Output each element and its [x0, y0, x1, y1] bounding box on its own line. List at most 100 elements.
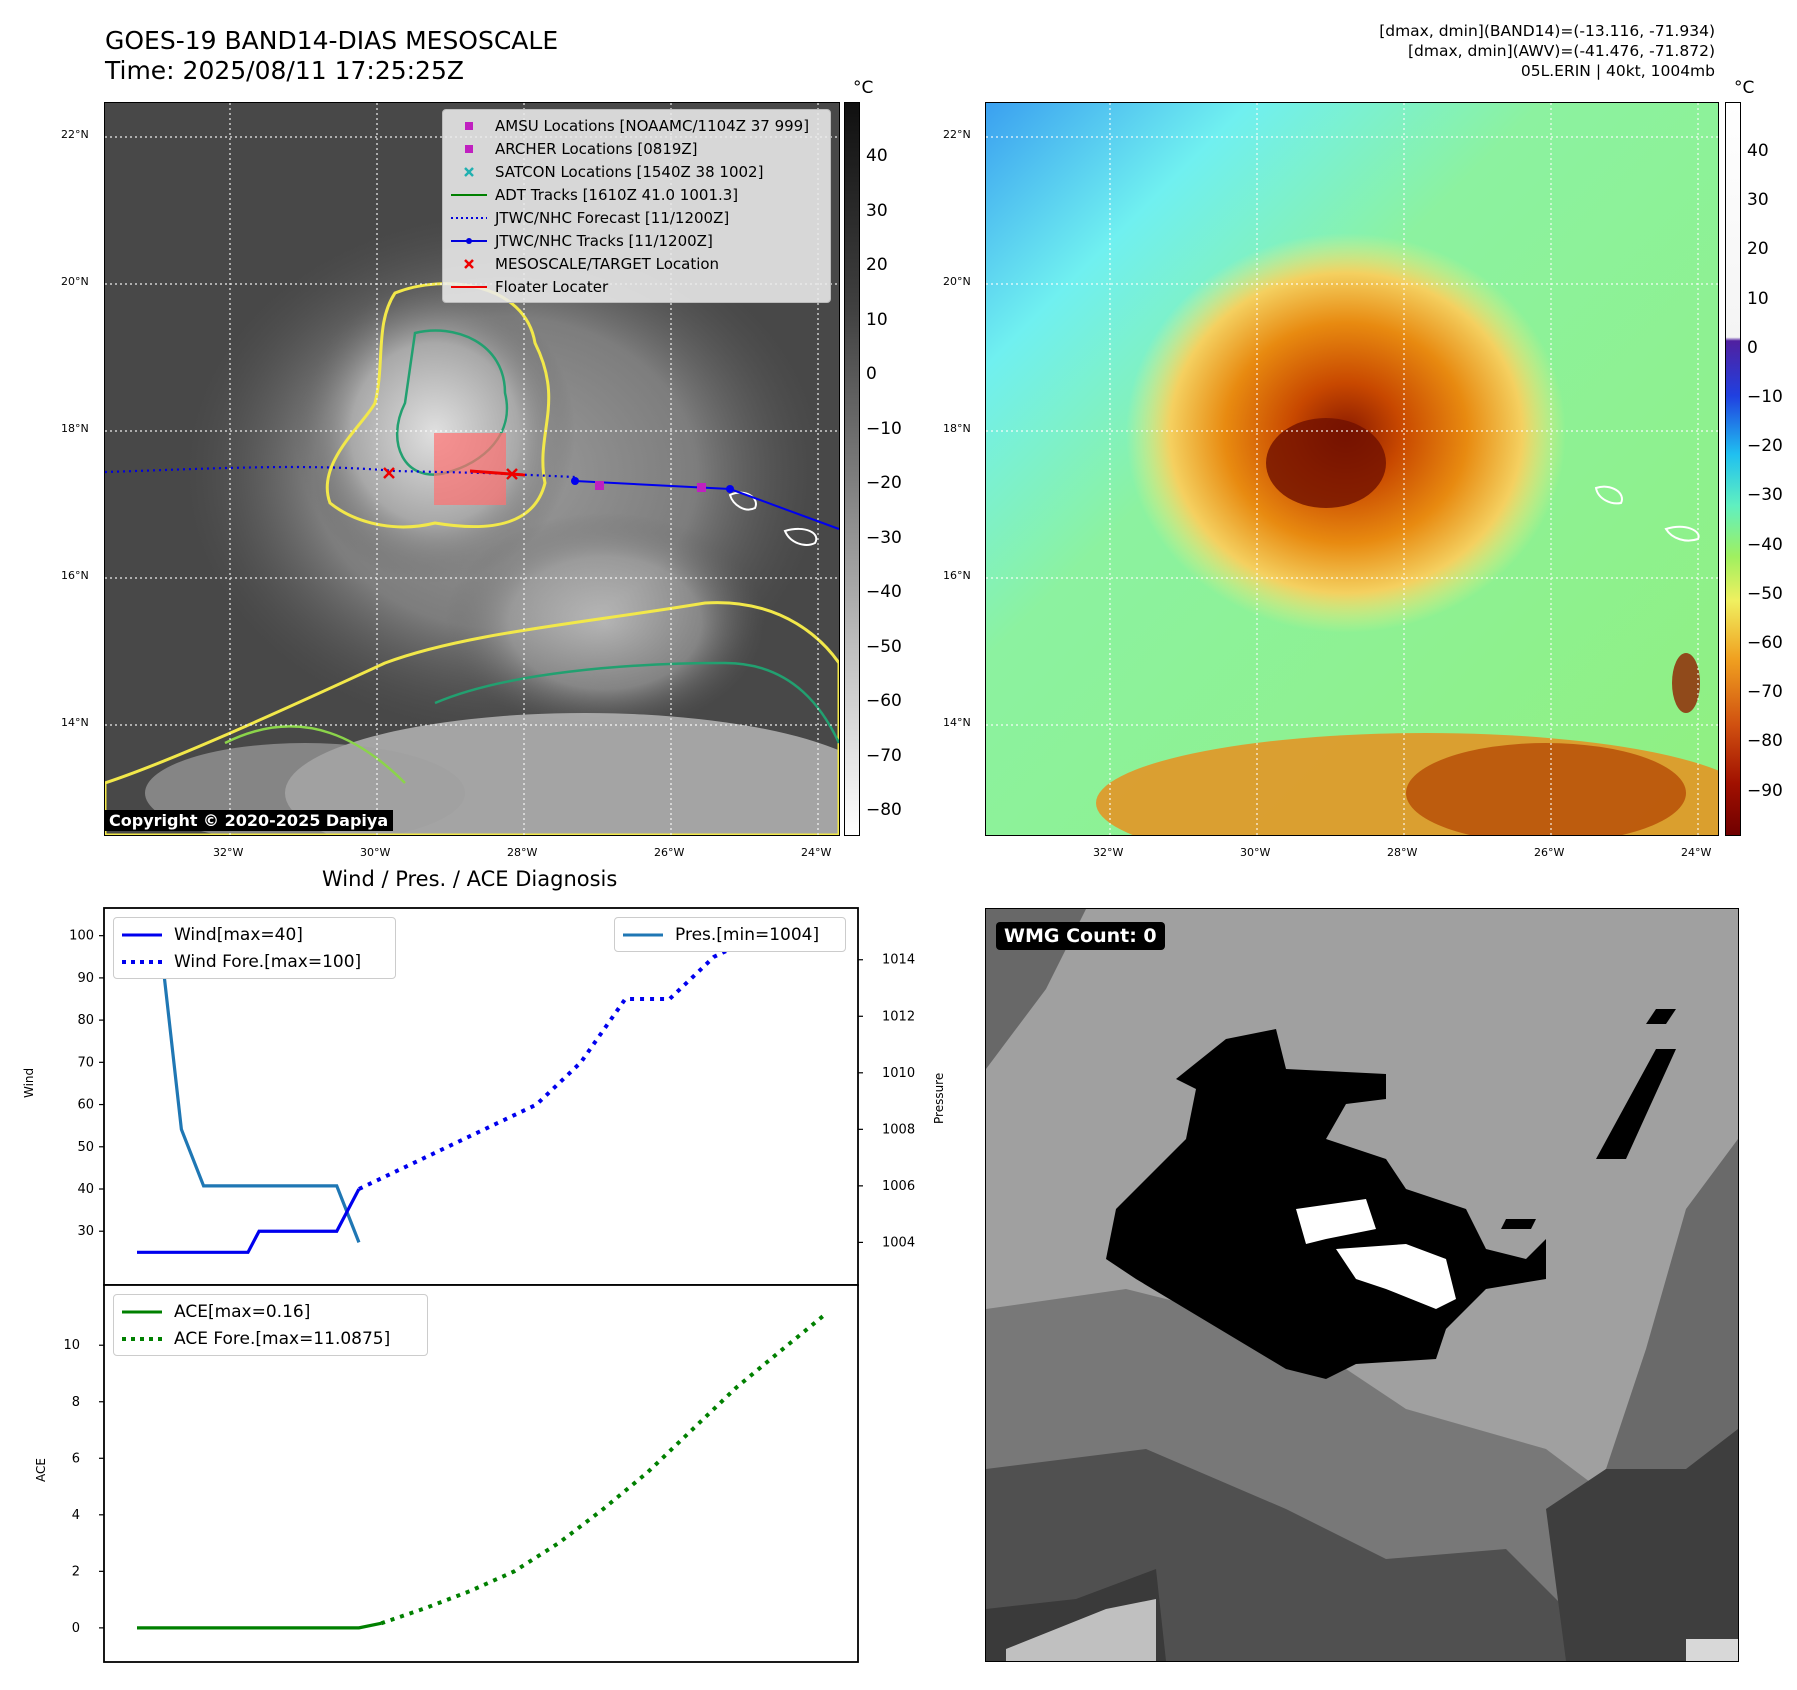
wv-colorbar-tick: 0: [1747, 337, 1758, 358]
legend-label: ARCHER Locations [0819Z]: [495, 139, 698, 158]
map-axis-tick-label: 32°W: [213, 846, 244, 859]
wv-satellite-map: [985, 102, 1719, 836]
wv-colorbar-tick: −10: [1747, 387, 1783, 407]
ace-forecast-line: [380, 1312, 827, 1626]
header-dmax-band14: [dmax, dmin](BAND14)=(-13.116, -71.934): [1379, 22, 1715, 40]
wv-colorbar-tick: −20: [1747, 436, 1783, 457]
map-axis-tick-label: 18°N: [943, 422, 971, 435]
wind-fore-legend-label: Wind Fore.[max=100]: [174, 951, 362, 972]
legend-item: JTWC/NHC Tracks [11/1200Z]: [449, 229, 824, 252]
wind-legend-label: Wind[max=40]: [174, 924, 303, 945]
wind-axis-label: Wind: [22, 1067, 36, 1098]
pressure-tick-label: 1010: [882, 1066, 915, 1081]
map-axis-tick-label: 28°W: [507, 846, 538, 859]
wind-tick-label: 80: [77, 1013, 94, 1028]
floater-box: [434, 433, 506, 505]
diagnosis-title: Wind / Pres. / ACE Diagnosis: [322, 867, 618, 891]
map-axis-tick-label: 14°N: [943, 716, 971, 729]
legend-label: AMSU Locations [NOAAMC/1104Z 37 999]: [495, 116, 810, 135]
map-axis-tick-label: 22°N: [943, 128, 971, 141]
wv-colorbar-tick: −70: [1747, 682, 1783, 703]
header-storm-info: 05L.ERIN | 40kt, 1004mb: [1520, 62, 1715, 80]
copyright-label: Copyright © 2020-2025 Dapiya: [104, 810, 394, 831]
wind-tick-label: 30: [77, 1224, 94, 1239]
wv-colorbar-tick: −30: [1747, 485, 1783, 506]
amsu-marker: [595, 481, 604, 490]
pressure-legend-label: Pres.[min=1004]: [675, 924, 820, 945]
ir-colorbar: [844, 102, 860, 836]
map-axis-tick-label: 30°W: [1240, 846, 1271, 859]
wind-tick-label: 60: [77, 1098, 94, 1113]
ace-line: [137, 1621, 382, 1630]
ace-legend: ACE[max=0.16] ACE Fore.[max=11.0875]: [113, 1294, 428, 1356]
wv-colorbar-tick: 10: [1747, 288, 1769, 309]
wv-colorbar-tick: −40: [1747, 534, 1783, 555]
ir-colorbar-tick: 10: [866, 309, 888, 330]
legend-label: MESOSCALE/TARGET Location: [495, 254, 720, 273]
legend-marker-icon: [449, 214, 489, 222]
ace-tick-label: 10: [63, 1338, 80, 1353]
map-axis-tick-label: 26°W: [1534, 846, 1565, 859]
ir-colorbar-unit: °C: [853, 78, 874, 98]
ace-tick-label: 8: [72, 1395, 80, 1410]
wv-colorbar-tick: 20: [1747, 239, 1769, 260]
legend-item: ADT Tracks [1610Z 41.0 1001.3]: [449, 183, 824, 206]
diagnosis-charts: 3040506070809010010041006100810101012101…: [63, 907, 915, 1663]
ir-colorbar-tick: −60: [866, 691, 902, 711]
map-axis-tick-label: 24°W: [1681, 846, 1712, 859]
ir-colorbar-tick: 30: [866, 200, 888, 221]
legend-label: SATCON Locations [1540Z 38 1002]: [495, 162, 764, 181]
wv-colorbar-unit: °C: [1734, 78, 1755, 98]
map-axis-tick-label: 32°W: [1093, 846, 1124, 859]
map-axis-tick-label: 16°N: [943, 569, 971, 582]
ir-colorbar-tick: −80: [866, 800, 902, 820]
wv-colorbar-tick: 30: [1747, 190, 1769, 211]
pressure-tick-label: 1006: [882, 1179, 915, 1194]
wv-colorbar-tick: −90: [1747, 780, 1783, 801]
wind-tick-label: 100: [69, 929, 94, 944]
map-axis-tick-label: 16°N: [61, 569, 89, 582]
target-marker: [383, 467, 518, 480]
legend-marker-icon: [449, 283, 489, 291]
ir-colorbar-tick: −70: [866, 745, 902, 766]
map-axis-tick-label: 24°W: [801, 846, 832, 859]
legend-label: ADT Tracks [1610Z 41.0 1001.3]: [495, 185, 739, 204]
ace-tick-label: 4: [72, 1508, 80, 1523]
wv-colorbar: [1725, 102, 1741, 836]
floater-locater: [469, 469, 526, 477]
ir-colorbar-tick: 20: [866, 255, 888, 275]
ir-colorbar-tick: 0: [866, 364, 877, 384]
ace-tick-label: 6: [72, 1451, 80, 1466]
ir-map-legend: AMSU Locations [NOAAMC/1104Z 37 999] ARCH…: [442, 109, 831, 303]
legend-label: JTWC/NHC Tracks [11/1200Z]: [495, 231, 713, 250]
map-title: GOES-19 BAND14-DIAS MESOSCALE: [105, 26, 559, 55]
wind-legend: Wind[max=40] Wind Fore.[max=100]: [113, 917, 396, 979]
wv-colorbar-tick: −60: [1747, 633, 1783, 653]
wind-tick-label: 70: [77, 1055, 94, 1070]
wind-tick-label: 40: [77, 1182, 94, 1197]
ir-colorbar-tick: −30: [866, 527, 902, 548]
legend-marker-icon: [449, 258, 489, 270]
legend-marker-icon: [449, 166, 489, 178]
wmg-count-badge: WMG Count: 0: [996, 922, 1165, 950]
map-axis-tick-label: 20°N: [61, 275, 89, 288]
pressure-line: [137, 929, 361, 1243]
map-axis-tick-label: 14°N: [61, 716, 89, 729]
ace-fore-legend-label: ACE Fore.[max=11.0875]: [174, 1328, 391, 1349]
map-axis-tick-label: 30°W: [360, 846, 391, 859]
wmg-panel: [985, 908, 1739, 1662]
legend-label: JTWC/NHC Forecast [11/1200Z]: [495, 208, 730, 227]
header-dmax-awv: [dmax, dmin](AWV)=(-41.476, -71.872): [1408, 42, 1715, 60]
pressure-tick-label: 1004: [882, 1235, 915, 1250]
ace-axis-label: ACE: [34, 1458, 48, 1482]
ace-tick-label: 2: [72, 1564, 80, 1579]
wv-colorbar-tick: 40: [1747, 141, 1769, 161]
wind-forecast-line: [358, 933, 803, 1191]
ace-tick-label: 0: [72, 1621, 80, 1636]
legend-marker-icon: [449, 120, 489, 132]
pressure-tick-label: 1014: [882, 953, 915, 968]
ir-colorbar-tick: −10: [866, 418, 902, 439]
wind-tick-label: 50: [77, 1140, 94, 1155]
map-axis-tick-label: 28°W: [1387, 846, 1418, 859]
map-axis-tick-label: 20°N: [943, 275, 971, 288]
